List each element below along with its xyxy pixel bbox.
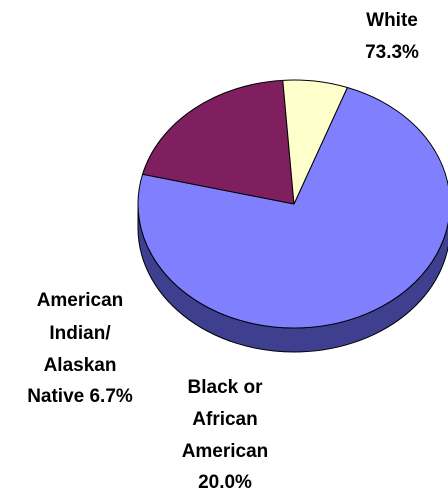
- label-white-line-1: White: [366, 10, 418, 31]
- label-native-line-2: Indian/: [49, 323, 111, 344]
- label-black-line-1: Black or: [188, 377, 264, 398]
- label-black-line-4: 20.0%: [198, 472, 252, 493]
- label-native-line-3: Alaskan: [44, 355, 117, 376]
- label-white-line-2: 73.3%: [365, 42, 419, 63]
- label-black-line-2: African: [192, 409, 257, 430]
- pie-tops: [137, 79, 448, 329]
- slice-black-or-african-american: [142, 79, 295, 205]
- label-black-line-3: American: [182, 441, 269, 462]
- label-native-line-1: American: [37, 290, 124, 311]
- slice-white: [137, 86, 448, 329]
- slice-american-indian-alaskan-native: [282, 79, 348, 205]
- label-native-line-4: Native 6.7%: [27, 386, 133, 407]
